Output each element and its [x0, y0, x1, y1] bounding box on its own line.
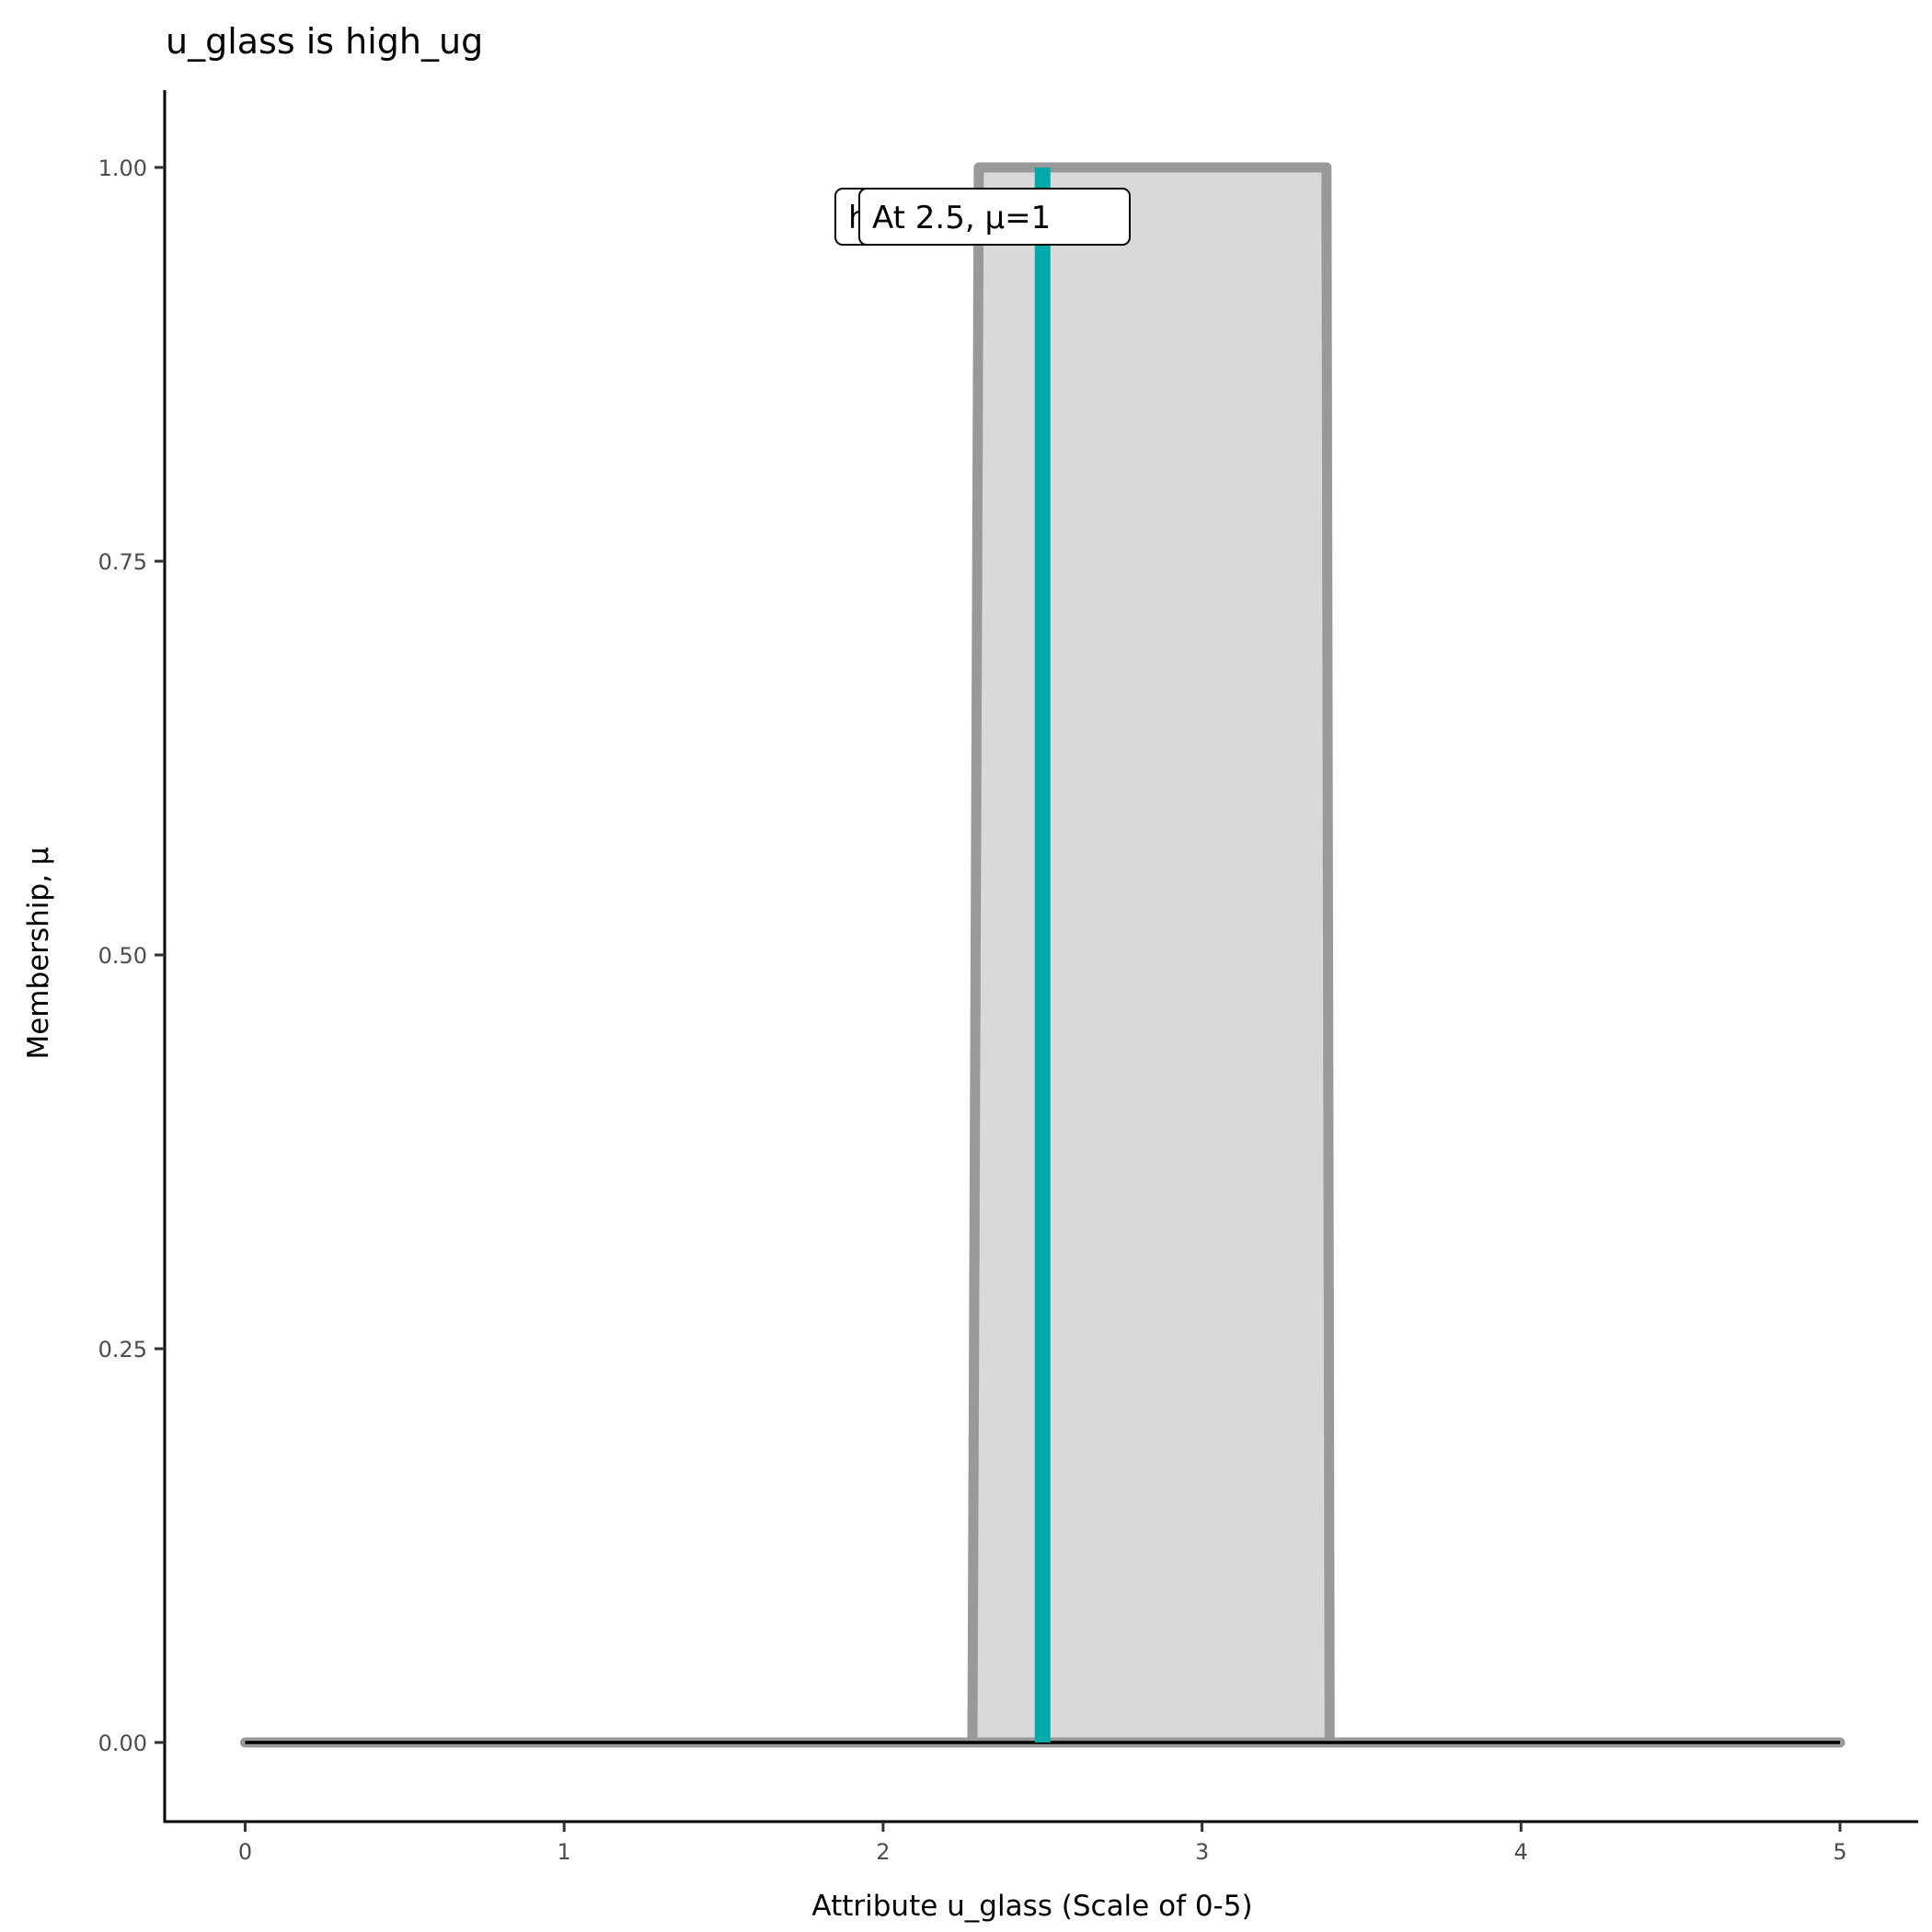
x-tick-label: 1	[558, 1839, 571, 1865]
plot-area	[240, 162, 1846, 1748]
x-tick-label: 2	[876, 1839, 890, 1865]
y-tick-label: 0.25	[98, 1337, 147, 1363]
annotation-label-text: At 2.5, μ=1	[872, 200, 1051, 236]
y-axis-title: Membership, μ	[22, 846, 55, 1059]
axes: 0 1 2 3 4 5 0.00 0.25 0.50 0.75 1.00	[98, 90, 1918, 1865]
y-tick-label: 0.75	[98, 549, 147, 575]
y-tick-label: 0.50	[98, 943, 147, 969]
y-tick-label: 0.00	[98, 1731, 147, 1756]
x-tick-label: 4	[1514, 1839, 1528, 1865]
chart-title: u_glass is high_ug	[166, 21, 483, 62]
x-tick-label: 3	[1195, 1839, 1209, 1865]
y-tick-label: 1.00	[98, 155, 147, 181]
x-tick-label: 5	[1833, 1839, 1846, 1865]
annotation-label-box	[858, 188, 1131, 246]
x-tick-label: 0	[238, 1839, 252, 1865]
x-axis-title: Attribute u_glass (Scale of 0-5)	[811, 1890, 1252, 1923]
annotations: h At 2.5, μ=1	[834, 188, 1131, 246]
